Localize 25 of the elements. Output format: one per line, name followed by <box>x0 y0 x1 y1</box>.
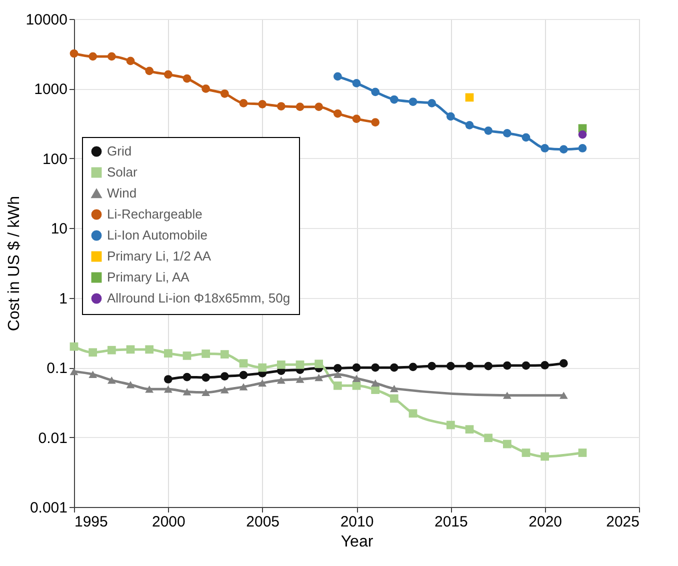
x-tick-label: 2020 <box>528 514 562 530</box>
legend-label: Primary Li, 1/2 AA <box>107 248 212 264</box>
legend-label: Wind <box>107 186 137 200</box>
y-tick-label: 0.1 <box>46 360 68 378</box>
legend-label: Primary Li, AA <box>107 270 190 284</box>
legend-label: Solar <box>107 164 138 180</box>
x-tick-label: 2025 <box>606 514 640 530</box>
legend-label: Allround Li-ion Φ18x65mm, 50g <box>107 290 290 306</box>
x-tick-label: 2015 <box>434 514 468 530</box>
legend-label: Li-Rechargeable <box>107 206 202 222</box>
x-tick-label: 1995 <box>74 514 108 530</box>
x-tick-label: 2005 <box>246 514 280 530</box>
x-tick-label: 2010 <box>340 514 374 530</box>
legend-label: Grid <box>107 144 132 158</box>
y-tick-label: 10 <box>50 220 68 238</box>
x-tick-label: 2000 <box>152 514 186 530</box>
x-axis-title: Year <box>340 534 374 550</box>
y-tick-label: 10000 <box>26 12 68 28</box>
y-tick-label: 1 <box>59 290 68 308</box>
legend-label: Li-Ion Automobile <box>107 228 208 242</box>
y-tick-label: 0.001 <box>30 500 68 516</box>
y-axis-title: Cost in US $ / kWh <box>6 196 23 332</box>
y-tick-label: 0.01 <box>38 430 68 447</box>
y-tick-label: 100 <box>42 150 68 168</box>
y-tick-label: 1000 <box>34 81 68 98</box>
